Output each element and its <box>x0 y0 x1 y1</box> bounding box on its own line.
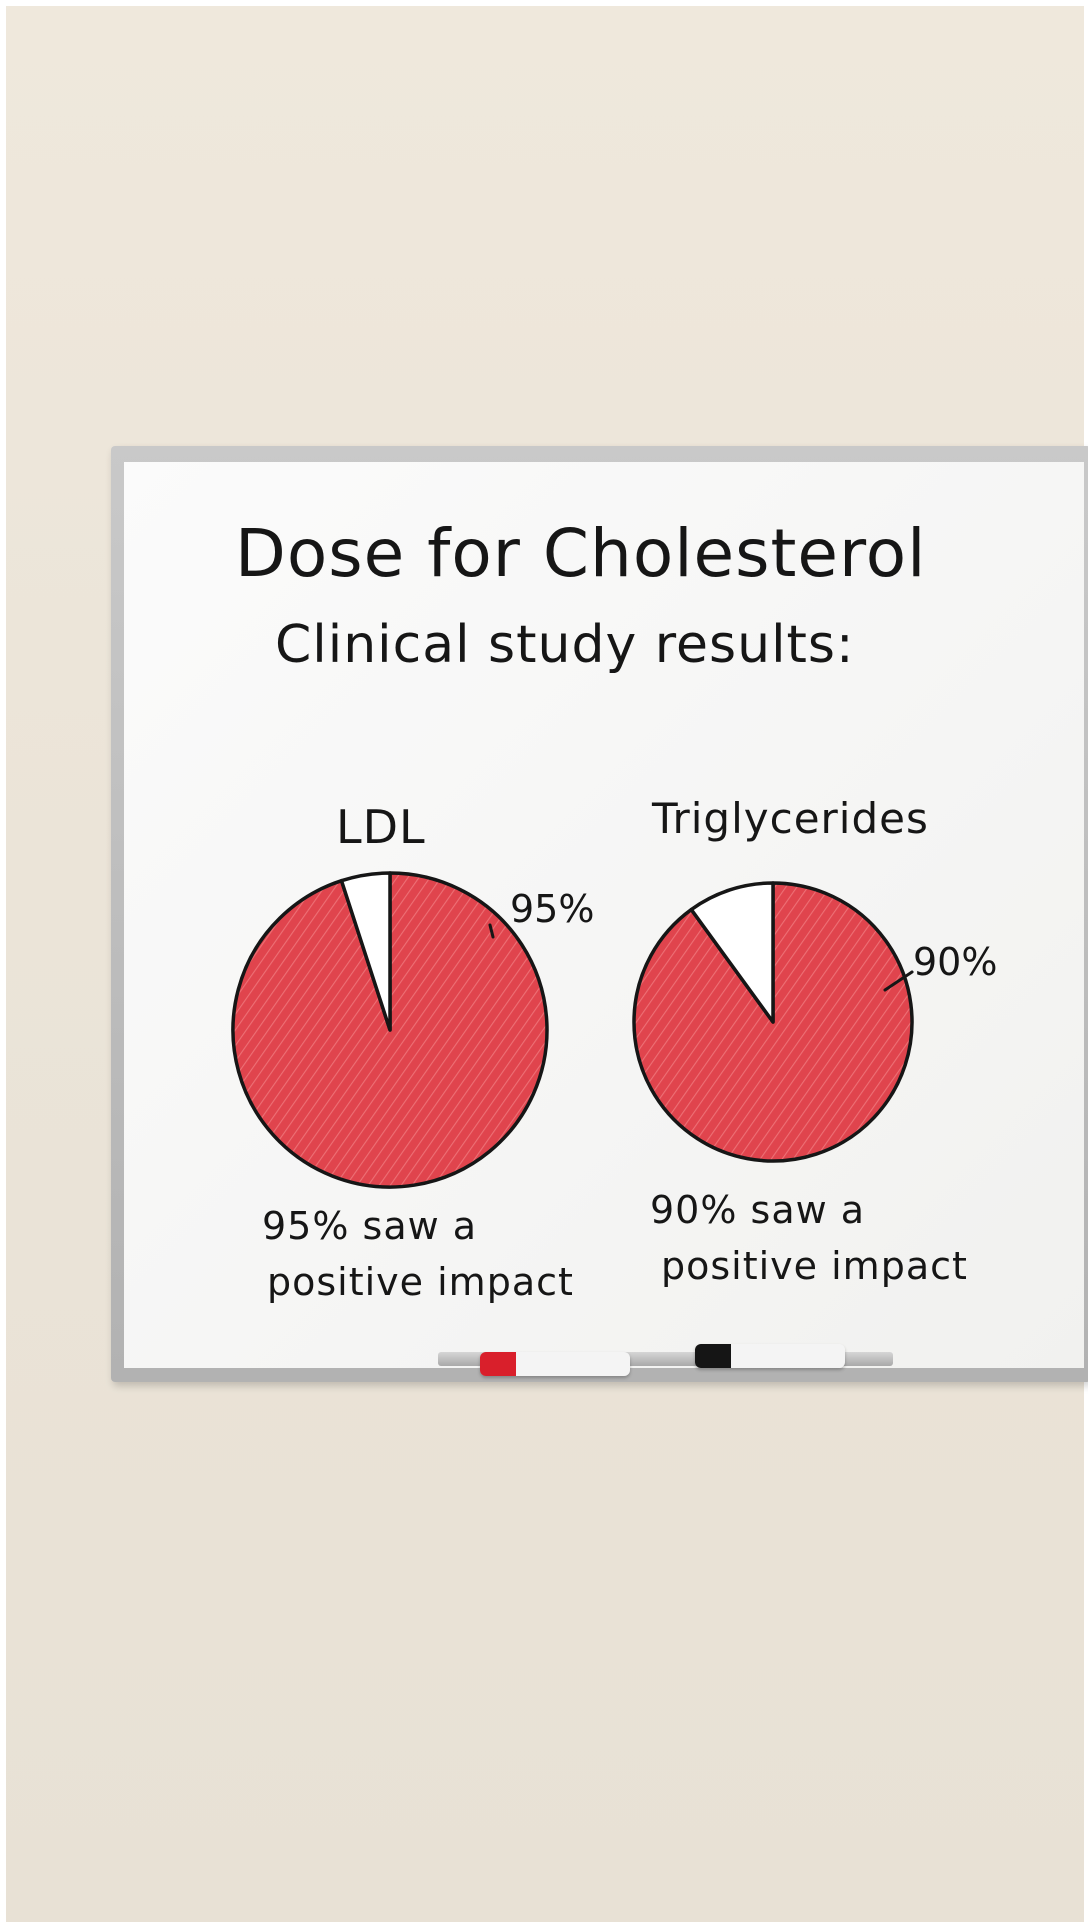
ldl-caption-line1: 95% saw a <box>262 1204 478 1248</box>
red-marker[interactable] <box>480 1352 630 1376</box>
board-subtitle: Clinical study results: <box>275 615 855 675</box>
board-title: Dose for Cholesterol <box>235 515 927 592</box>
pie-slice-remainder <box>689 881 775 1024</box>
triglycerides-caption-line2: positive impact <box>661 1244 968 1288</box>
slice-leader-line <box>488 923 495 939</box>
pie-chart-1: 90% <box>632 881 997 1163</box>
slice-leader-line <box>883 970 914 992</box>
ldl-chart-title: LDL <box>336 800 426 854</box>
black-marker[interactable] <box>695 1344 845 1368</box>
pie-slice-remainder <box>339 871 392 1032</box>
triglycerides-caption-line1: 90% saw a <box>650 1188 866 1232</box>
ldl-caption-line2: positive impact <box>267 1260 574 1304</box>
triglycerides-chart-title: Triglycerides <box>652 794 929 843</box>
slice-percent-label: 95% <box>510 887 594 931</box>
pie-chart-0: 95% <box>231 871 594 1189</box>
slice-percent-label: 90% <box>913 940 997 984</box>
